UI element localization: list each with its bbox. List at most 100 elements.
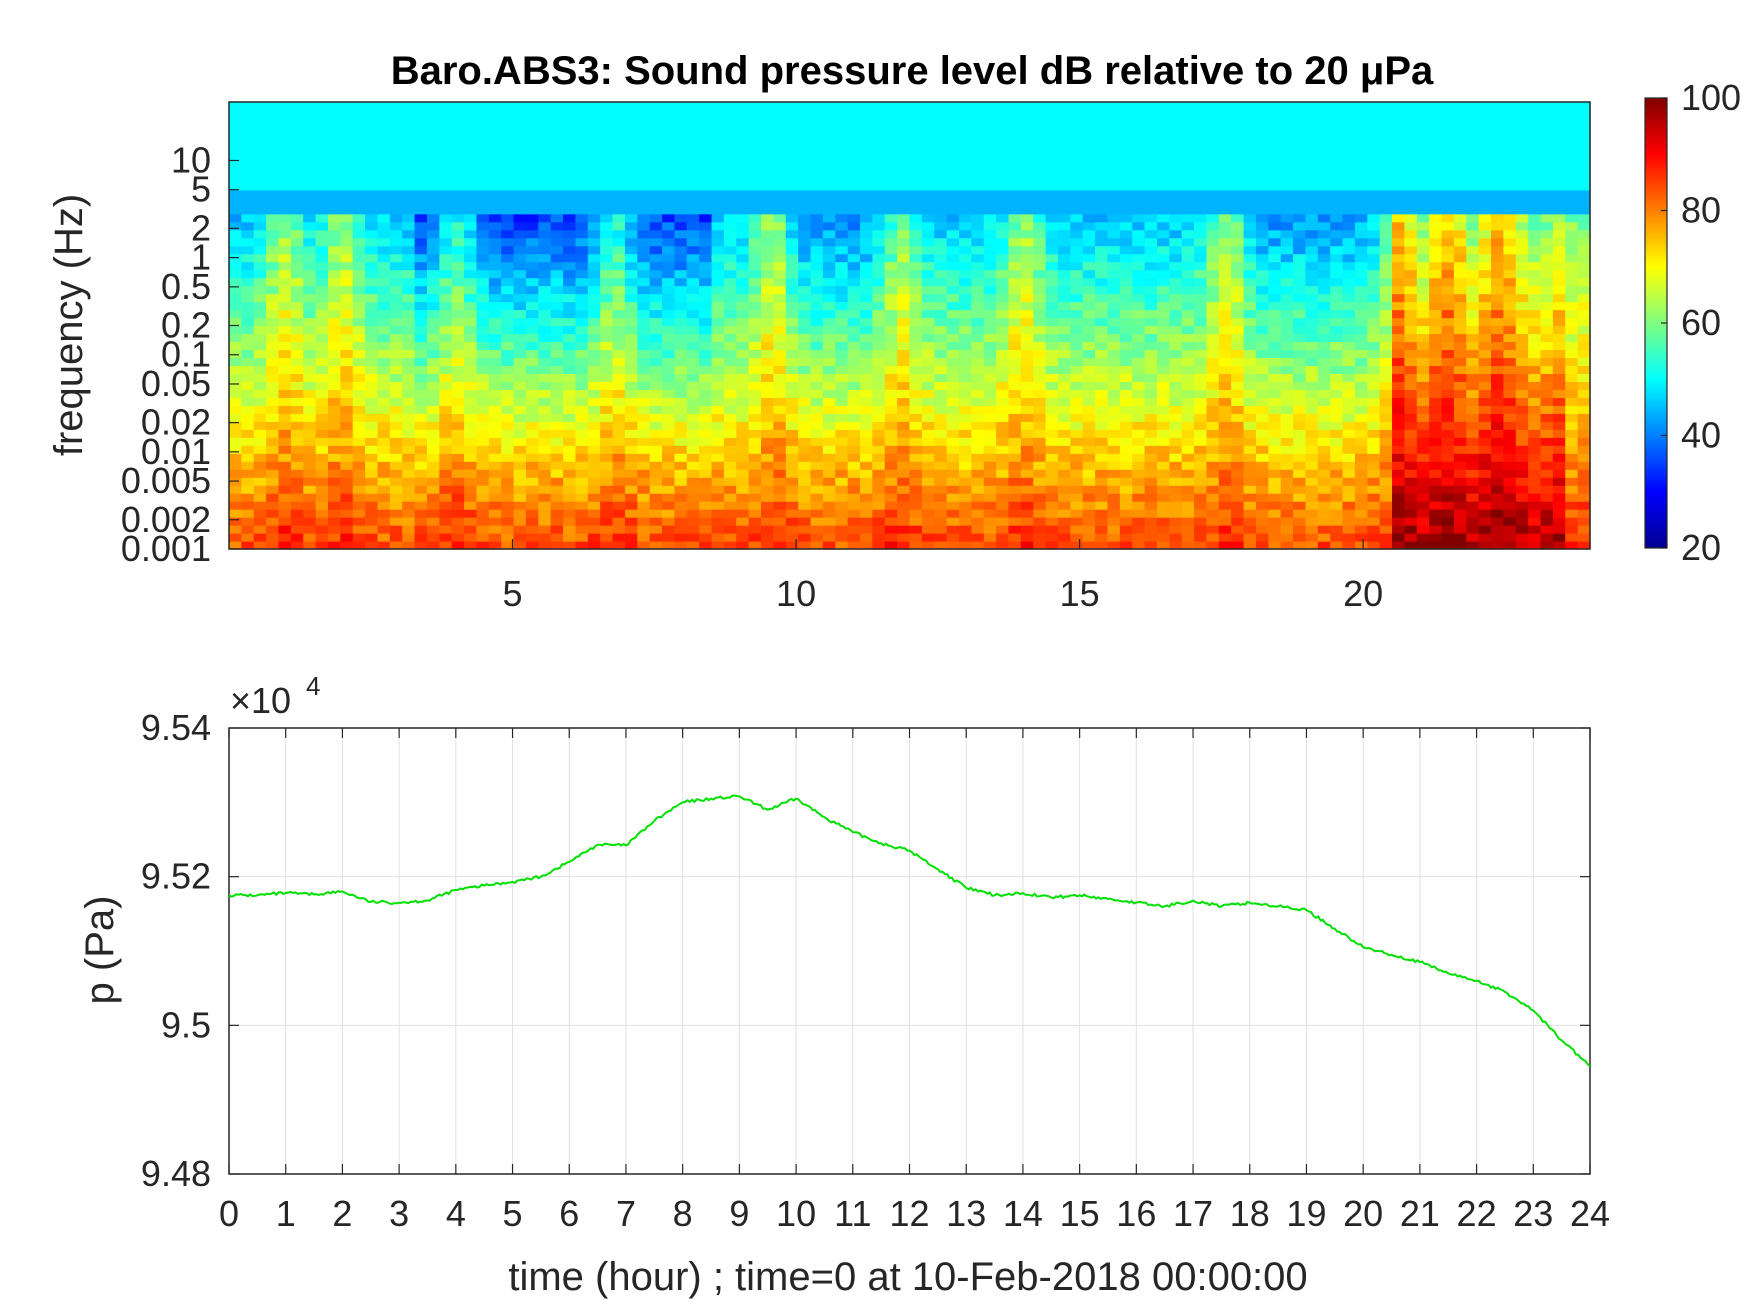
heatmap-cell bbox=[563, 357, 577, 367]
heatmap-cell bbox=[340, 437, 354, 446]
heatmap-cell bbox=[884, 461, 898, 470]
heatmap-cell bbox=[1231, 453, 1245, 462]
heatmap-cell bbox=[1181, 509, 1195, 518]
heatmap-cell bbox=[1441, 485, 1455, 494]
heatmap-cell bbox=[1206, 221, 1220, 231]
heatmap-cell bbox=[1491, 221, 1504, 231]
heatmap-cell bbox=[860, 197, 873, 207]
heatmap-cell bbox=[377, 261, 391, 271]
heatmap-cell bbox=[1231, 493, 1245, 502]
heatmap-cell bbox=[365, 453, 379, 462]
heatmap-cell bbox=[1317, 429, 1331, 438]
heatmap-cell bbox=[290, 437, 304, 446]
heatmap-cell bbox=[402, 477, 416, 486]
heatmap-cell bbox=[1404, 341, 1418, 351]
heatmap-cell bbox=[389, 221, 403, 231]
heatmap-cell bbox=[1255, 453, 1269, 462]
heatmap-cell bbox=[414, 461, 428, 470]
heatmap-cell bbox=[327, 509, 341, 518]
heatmap-cell bbox=[402, 317, 416, 327]
heatmap-cell bbox=[1441, 517, 1455, 526]
heatmap-cell bbox=[1082, 245, 1096, 255]
heatmap-cell bbox=[612, 213, 626, 223]
heatmap-cell bbox=[860, 501, 873, 510]
heatmap-cell bbox=[1441, 461, 1455, 470]
heatmap-cell bbox=[1082, 413, 1096, 422]
heatmap-cell bbox=[1293, 373, 1307, 382]
heatmap-cell bbox=[439, 541, 453, 550]
heatmap-cell bbox=[1280, 221, 1294, 231]
heatmap-cell bbox=[229, 277, 242, 287]
heatmap-cell bbox=[563, 277, 577, 287]
heatmap-cell bbox=[798, 429, 812, 438]
heatmap-cell bbox=[1317, 189, 1331, 199]
heatmap-cell bbox=[1330, 229, 1344, 239]
heatmap-cell bbox=[699, 525, 713, 534]
heatmap-cell bbox=[426, 229, 440, 239]
heatmap-cell bbox=[451, 517, 465, 526]
heatmap-cell bbox=[303, 293, 317, 303]
heatmap-cell bbox=[365, 189, 379, 199]
heatmap-cell bbox=[1119, 197, 1133, 207]
heatmap-cell bbox=[835, 461, 849, 470]
heatmap-cell bbox=[389, 365, 403, 374]
heatmap-cell bbox=[550, 429, 564, 438]
heatmap-cell bbox=[563, 517, 577, 526]
heatmap-cell bbox=[1107, 541, 1121, 550]
heatmap-cell bbox=[1330, 453, 1344, 462]
heatmap-cell bbox=[674, 405, 688, 414]
heatmap-cell bbox=[1503, 301, 1517, 311]
heatmap-cell bbox=[513, 277, 527, 287]
heatmap-cell bbox=[451, 205, 465, 215]
heatmap-cell bbox=[1243, 205, 1257, 215]
heatmap-cell bbox=[550, 301, 564, 311]
heatmap-cell bbox=[748, 509, 762, 518]
heatmap-cell bbox=[1466, 237, 1480, 247]
heatmap-cell bbox=[1503, 341, 1517, 351]
heatmap-cell bbox=[921, 501, 935, 510]
heatmap-cell bbox=[1033, 365, 1047, 374]
heatmap-cell bbox=[649, 285, 663, 295]
heatmap-cell bbox=[810, 477, 824, 486]
heatmap-cell bbox=[241, 541, 255, 550]
heatmap-cell bbox=[1379, 525, 1393, 534]
heatmap-cell bbox=[612, 541, 626, 550]
heatmap-cell bbox=[488, 245, 502, 255]
heatmap-cell bbox=[1033, 205, 1047, 215]
heatmap-cell bbox=[686, 485, 700, 494]
heatmap-cell bbox=[1429, 437, 1443, 446]
heatmap-cell bbox=[550, 277, 564, 287]
heatmap-cell bbox=[439, 461, 453, 470]
heatmap-cell bbox=[711, 285, 725, 295]
heatmap-cell bbox=[686, 517, 700, 526]
heatmap-cell bbox=[736, 181, 750, 191]
heatmap-cell bbox=[513, 509, 527, 518]
heatmap-cell bbox=[1491, 373, 1504, 382]
heatmap-cell bbox=[377, 397, 391, 406]
heatmap-cell bbox=[1491, 197, 1504, 207]
heatmap-cell bbox=[575, 445, 589, 454]
heatmap-cell bbox=[1070, 349, 1084, 359]
heatmap-cell bbox=[860, 413, 873, 422]
heatmap-cell bbox=[1181, 405, 1195, 414]
heatmap-cell bbox=[488, 309, 502, 319]
heatmap-cell bbox=[1107, 429, 1121, 438]
heatmap-cell bbox=[1231, 301, 1245, 311]
heatmap-cell bbox=[315, 501, 329, 510]
heatmap-cell bbox=[253, 229, 267, 239]
heatmap-cell bbox=[649, 509, 663, 518]
heatmap-cell bbox=[1231, 285, 1245, 295]
heatmap-cell bbox=[1354, 341, 1368, 351]
heatmap-cell bbox=[1453, 501, 1467, 510]
heatmap-cell bbox=[1528, 525, 1542, 534]
heatmap-cell bbox=[426, 437, 440, 446]
heatmap-cell bbox=[1008, 317, 1022, 327]
heatmap-cell bbox=[1453, 525, 1467, 534]
heatmap-cell bbox=[1503, 333, 1517, 343]
heatmap-cell bbox=[1293, 429, 1307, 438]
heatmap-cell bbox=[1354, 517, 1368, 526]
heatmap-cell bbox=[476, 341, 490, 351]
heatmap-cell bbox=[798, 453, 812, 462]
heatmap-cell bbox=[1528, 541, 1542, 550]
heatmap-cell bbox=[1305, 261, 1319, 271]
